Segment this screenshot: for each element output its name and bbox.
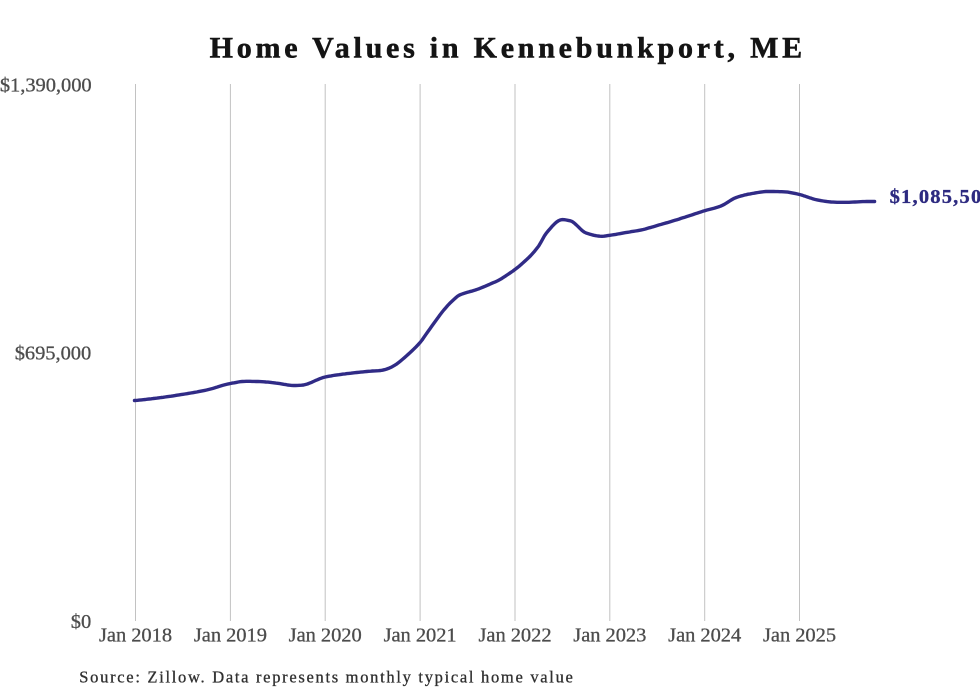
svg-text:Jan 2021: Jan 2021 <box>384 625 457 647</box>
svg-text:Jan 2019: Jan 2019 <box>194 625 267 647</box>
svg-text:$695,000: $695,000 <box>15 342 91 364</box>
svg-text:Jan 2020: Jan 2020 <box>289 625 362 647</box>
svg-text:Source: Zillow. Data represent: Source: Zillow. Data represents monthly … <box>79 668 574 687</box>
svg-text:Home Values in Kennebunkport,: Home Values in Kennebunkport, ME <box>210 31 806 64</box>
svg-text:Jan 2023: Jan 2023 <box>573 625 646 647</box>
svg-text:Jan 2024: Jan 2024 <box>668 625 741 647</box>
svg-text:$1,390,000: $1,390,000 <box>0 74 92 96</box>
svg-text:$0: $0 <box>71 611 91 633</box>
svg-text:Jan 2018: Jan 2018 <box>99 625 172 647</box>
svg-text:$1,085,500: $1,085,500 <box>890 186 980 208</box>
svg-text:Jan 2022: Jan 2022 <box>478 625 551 647</box>
svg-text:Jan 2025: Jan 2025 <box>763 625 836 647</box>
